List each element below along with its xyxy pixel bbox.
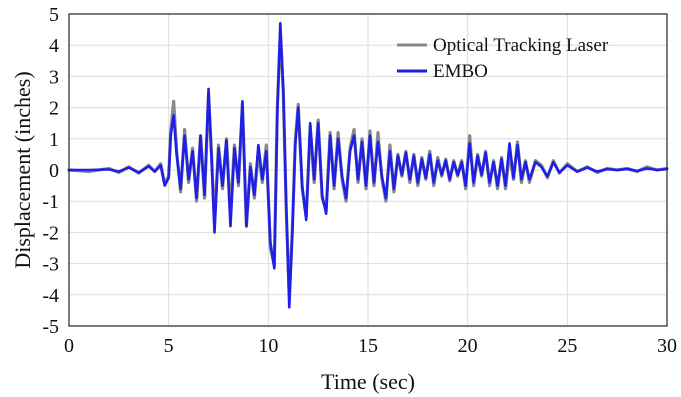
x-tick-label: 15 (358, 335, 378, 357)
x-tick-label: 10 (258, 335, 278, 357)
tick-labels: 0 5 10 15 20 25 30 -5 -4 -3 -2 -1 0 1 2 3 4 5 (42, 4, 677, 357)
y-tick-label: -3 (42, 254, 59, 276)
y-tick-label: 0 (49, 160, 59, 182)
y-axis-label: Displacement (inches) (10, 71, 35, 268)
legend: Optical Tracking Laser EMBO (397, 35, 609, 82)
y-tick-label: -2 (42, 222, 59, 244)
series-line-optical-tracking-laser (67, 31, 669, 297)
x-tick-label: 30 (657, 335, 677, 357)
series-line-embo (67, 22, 669, 309)
y-tick-label: -5 (42, 316, 59, 338)
y-tick-label: -1 (42, 191, 59, 213)
x-tick-label: 5 (164, 335, 174, 357)
y-tick-label: 1 (49, 129, 59, 151)
y-tick-label: 4 (49, 35, 59, 57)
legend-label-optical-tracking-laser: Optical Tracking Laser (433, 35, 609, 56)
x-tick-label: 25 (557, 335, 577, 357)
y-tick-label: 3 (49, 66, 59, 88)
plot-frame (68, 13, 668, 327)
x-tick-label: 20 (458, 335, 478, 357)
y-tick-label: 2 (49, 98, 59, 120)
y-tick-label: 5 (49, 4, 59, 26)
series-layer (67, 22, 669, 309)
y-tick-label: -4 (42, 285, 59, 307)
x-tick-label: 0 (64, 335, 74, 357)
x-axis-label: Time (sec) (321, 369, 415, 394)
legend-label-embo: EMBO (433, 61, 488, 82)
